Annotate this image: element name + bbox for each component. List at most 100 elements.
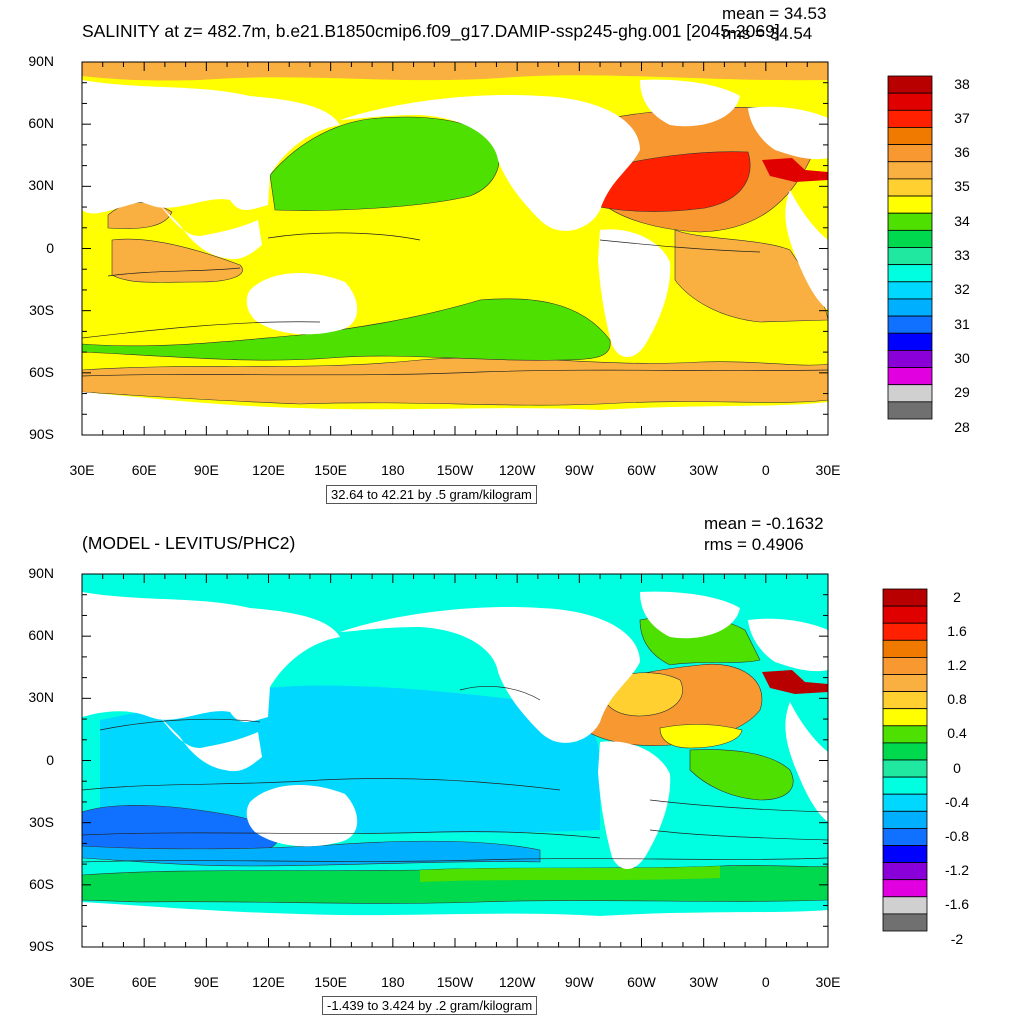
bottom-equatorial-atlantic-yellow [659, 724, 743, 749]
top-aaiw-green-band [82, 298, 611, 361]
bottom-map [82, 574, 828, 947]
bottom-mean: mean = -0.1632 [704, 514, 824, 533]
top-x-tick-label: 150W [436, 462, 474, 478]
bottom-colorbar-label: 0 [953, 759, 961, 776]
top-x-tick-label: 0 [761, 462, 770, 478]
top-colorbar-swatch [887, 332, 933, 351]
top-colorbar-label: 35 [954, 178, 970, 195]
top-colorbar-swatch [887, 384, 933, 403]
bottom-colorbar-swatch [882, 725, 928, 744]
top-contours [82, 232, 828, 377]
bottom-title: (MODEL - LEVITUS/PHC2) [82, 533, 296, 553]
top-colorbar-label: 38 [954, 75, 970, 92]
bottom-colorbar-swatch [882, 708, 928, 727]
top-x-tick-label: 60W [627, 462, 656, 478]
top-colorbar-label: 34 [954, 212, 970, 229]
top-y-tick-label: 30N [28, 177, 54, 194]
top-colorbar-label: 33 [954, 247, 970, 264]
top-colorbar-swatch [887, 281, 933, 300]
bottom-y-tick-label: 0 [46, 751, 54, 768]
top-colorbar-label: 31 [954, 315, 970, 332]
top-colorbar-swatch [887, 229, 933, 248]
bottom-x-tick-label: 60W [627, 974, 656, 990]
top-colorbar-swatch [887, 161, 933, 180]
bottom-colorbar-label: -1.2 [944, 862, 970, 879]
top-title: SALINITY at z= 482.7m, b.e21.B1850cmip6.… [82, 21, 780, 41]
bottom-colorbar-swatch [882, 913, 928, 932]
top-x-tick-label: 30E [69, 462, 95, 478]
top-x-tick-label: 90E [193, 462, 219, 478]
top-x-tick-label: 150E [314, 462, 348, 478]
top-colorbar-label: 28 [954, 418, 970, 435]
top-x-tick-label: 90W [564, 462, 594, 478]
top-axes [81, 61, 829, 436]
top-mediterranean-red [762, 158, 828, 182]
top-colorbar-swatch [887, 247, 933, 266]
top-colorbar-swatch [887, 315, 933, 334]
top-colorbar [887, 75, 933, 420]
bottom-axes [81, 573, 829, 948]
top-x-tick-label: 120W [498, 462, 536, 478]
top-indian-ocean-orange [111, 238, 243, 283]
top-colorbar-label: 37 [954, 109, 970, 126]
bottom-colorbar-swatch [882, 639, 928, 658]
bottom-y-tick-label: 60N [28, 627, 54, 644]
bottom-colorbar-swatch [882, 879, 928, 898]
bottom-land [82, 591, 828, 947]
bottom-south-atlantic-green [689, 749, 794, 801]
bottom-x-tick-label: 90W [564, 974, 594, 990]
bottom-colorbar-swatch [882, 674, 928, 693]
bottom-x-tick-label: 150W [436, 974, 474, 990]
bottom-colorbar-label: 0.8 [947, 691, 967, 708]
bottom-colorbar-swatch [882, 742, 928, 761]
top-colorbar-swatch [887, 178, 933, 197]
bottom-colorbar-swatch [882, 622, 928, 641]
bottom-x-tick-label: 60E [131, 974, 157, 990]
top-colorbar-swatch [887, 264, 933, 283]
top-colorbar-swatch [887, 298, 933, 317]
bottom-colorbar-swatch [882, 657, 928, 675]
bottom-x-tick-label: 120W [498, 974, 536, 990]
bottom-x-tick-label: 30E [815, 974, 841, 990]
top-y-tick-label: 30S [29, 301, 54, 318]
top-colorbar-label: 36 [954, 144, 970, 161]
bottom-colorbar-swatch [882, 605, 928, 624]
bottom-y-tick-label: 30N [28, 689, 54, 706]
bottom-colorbar [882, 588, 928, 932]
bottom-colorbar-swatch [882, 759, 928, 778]
bottom-colorbar-label: -0.8 [944, 827, 970, 844]
top-colorbar-swatch [887, 144, 933, 163]
bottom-colorbar-label: 1.2 [947, 656, 967, 673]
bottom-y-tick-label: 90S [29, 938, 54, 954]
top-colorbar-swatch [887, 109, 933, 128]
top-colorbar-label: 30 [954, 349, 970, 366]
bottom-mediterranean-red [762, 670, 828, 694]
bottom-colorbar-label: -0.4 [944, 793, 970, 810]
bottom-y-tick-label: 90N [28, 565, 54, 581]
top-colorbar-swatch [887, 92, 933, 111]
top-y-tick-label: 0 [46, 239, 54, 256]
bottom-colorbar-label: -2 [950, 930, 964, 947]
bottom-colorbar-swatch [882, 793, 928, 812]
top-y-tick-label: 90N [28, 53, 54, 69]
top-contour-info: 32.64 to 42.21 by .5 gram/kilogram [326, 485, 537, 504]
top-x-tick-label: 30E [815, 462, 841, 478]
bottom-x-tick-label: 150E [314, 974, 348, 990]
top-colorbar-swatch [887, 367, 933, 386]
bottom-rms: rms = 0.4906 [704, 535, 804, 554]
top-y-tick-label: 90S [29, 426, 54, 442]
bottom-y-tick-label: 60S [29, 875, 54, 892]
bottom-colorbar-swatch [882, 588, 928, 607]
bottom-x-tick-label: 30W [689, 974, 719, 990]
top-colorbar-label: 29 [954, 384, 970, 401]
bottom-y-tick-label: 30S [29, 813, 54, 830]
bottom-colorbar-label: 2 [953, 588, 961, 605]
top-x-tick-label: 60E [131, 462, 157, 478]
top-colorbar-label: 32 [954, 281, 970, 298]
top-colorbar-swatch [887, 127, 933, 145]
bottom-x-tick-label: 30E [69, 974, 95, 990]
bottom-colorbar-swatch [882, 845, 928, 864]
bottom-x-tick-label: 90E [193, 974, 219, 990]
bottom-colorbar-swatch [882, 862, 928, 881]
